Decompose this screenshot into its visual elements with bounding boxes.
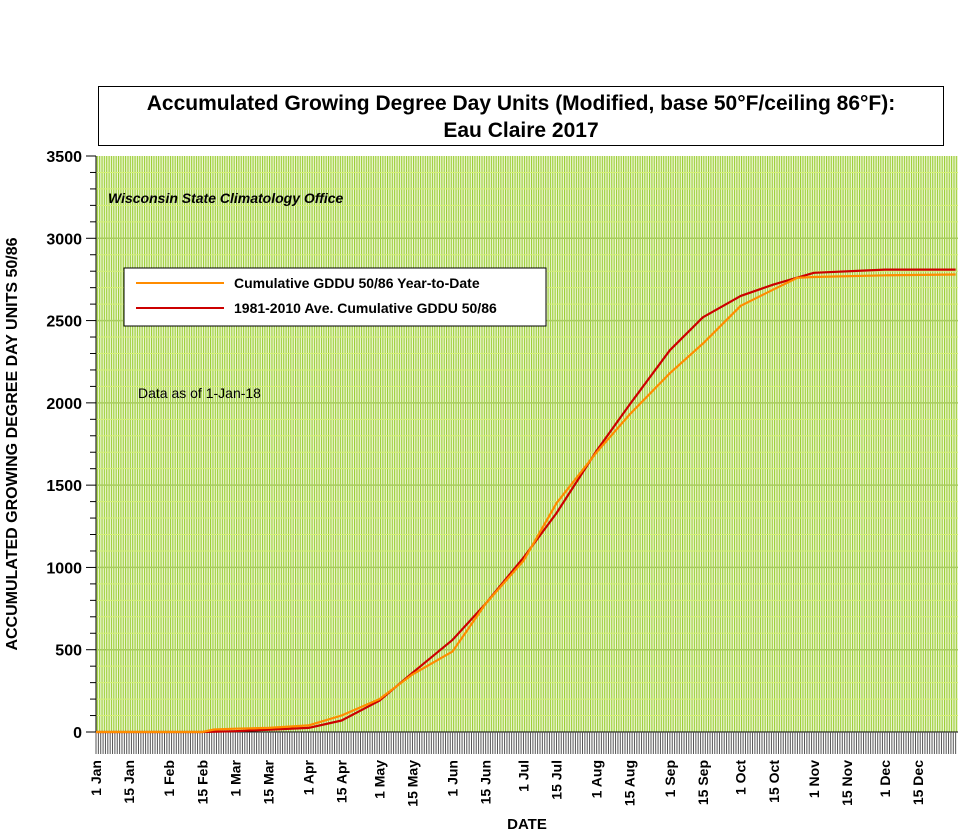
x-axis-label: DATE	[507, 816, 547, 833]
y-tick-label: 1000	[46, 560, 82, 577]
legend-entry-average: 1981-2010 Ave. Cumulative GDDU 50/86	[234, 300, 497, 316]
x-tick-label: 1 Aug	[589, 760, 605, 798]
chart-subtitle: Eau Claire 2017	[443, 119, 599, 142]
legend-entry-ytd: Cumulative GDDU 50/86 Year-to-Date	[234, 275, 480, 291]
source-annotation: Wisconsin State Climatology Office	[108, 190, 344, 206]
plot-background	[96, 156, 958, 732]
x-tick-label: 15 Aug	[622, 760, 638, 806]
x-tick-label: 1 Apr	[301, 759, 317, 795]
y-tick-label: 2000	[46, 396, 82, 413]
legend: Cumulative GDDU 50/86 Year-to-Date 1981-…	[123, 267, 547, 327]
series-line-average	[96, 268, 956, 734]
chart-title-box: Accumulated Growing Degree Day Units (Mo…	[98, 86, 944, 146]
y-tick-label: 1500	[46, 478, 82, 495]
x-tick-label: 1 Jan	[88, 760, 104, 796]
y-tick-label: 0	[73, 725, 82, 742]
y-tick-label: 2500	[46, 314, 82, 331]
series-line-ytd	[96, 273, 956, 734]
x-tick-label: 15 Dec	[910, 760, 926, 805]
y-axis-label: ACCUMULATED GROWING DEGREE DAY UNITS 50/…	[4, 237, 21, 650]
x-tick-label: 15 Mar	[260, 759, 276, 804]
x-tick-label: 1 Nov	[806, 760, 822, 798]
x-tick-label: 1 Dec	[877, 760, 893, 798]
x-tick-label: 15 Jun	[478, 760, 494, 804]
x-tick-label: 15 May	[404, 760, 420, 807]
x-tick-label: 1 May	[371, 760, 387, 799]
x-tick-label: 15 Jan	[121, 760, 137, 804]
x-tick-label: 1 Mar	[227, 759, 243, 796]
x-tick-label: 15 Jul	[549, 760, 565, 800]
chart-title: Accumulated Growing Degree Day Units (Mo…	[146, 92, 896, 115]
x-tick-label: 15 Oct	[766, 760, 782, 803]
x-tick-label: 1 Oct	[733, 760, 749, 795]
x-tick-label: 1 Jun	[445, 760, 461, 797]
y-tick-label: 3500	[46, 149, 82, 166]
date-annotation: Data as of 1-Jan-18	[138, 385, 261, 401]
x-tick-label: 15 Nov	[839, 760, 855, 806]
y-tick-label: 500	[55, 643, 82, 660]
x-tick-label: 15 Apr	[334, 759, 350, 803]
x-tick-label: 1 Feb	[161, 760, 177, 797]
x-tick-label: 1 Sep	[662, 760, 678, 797]
y-tick-label: 3000	[46, 231, 82, 248]
x-tick-label: 15 Feb	[194, 760, 210, 804]
x-tick-label: 15 Sep	[695, 760, 711, 805]
x-tick-label: 1 Jul	[515, 760, 531, 792]
